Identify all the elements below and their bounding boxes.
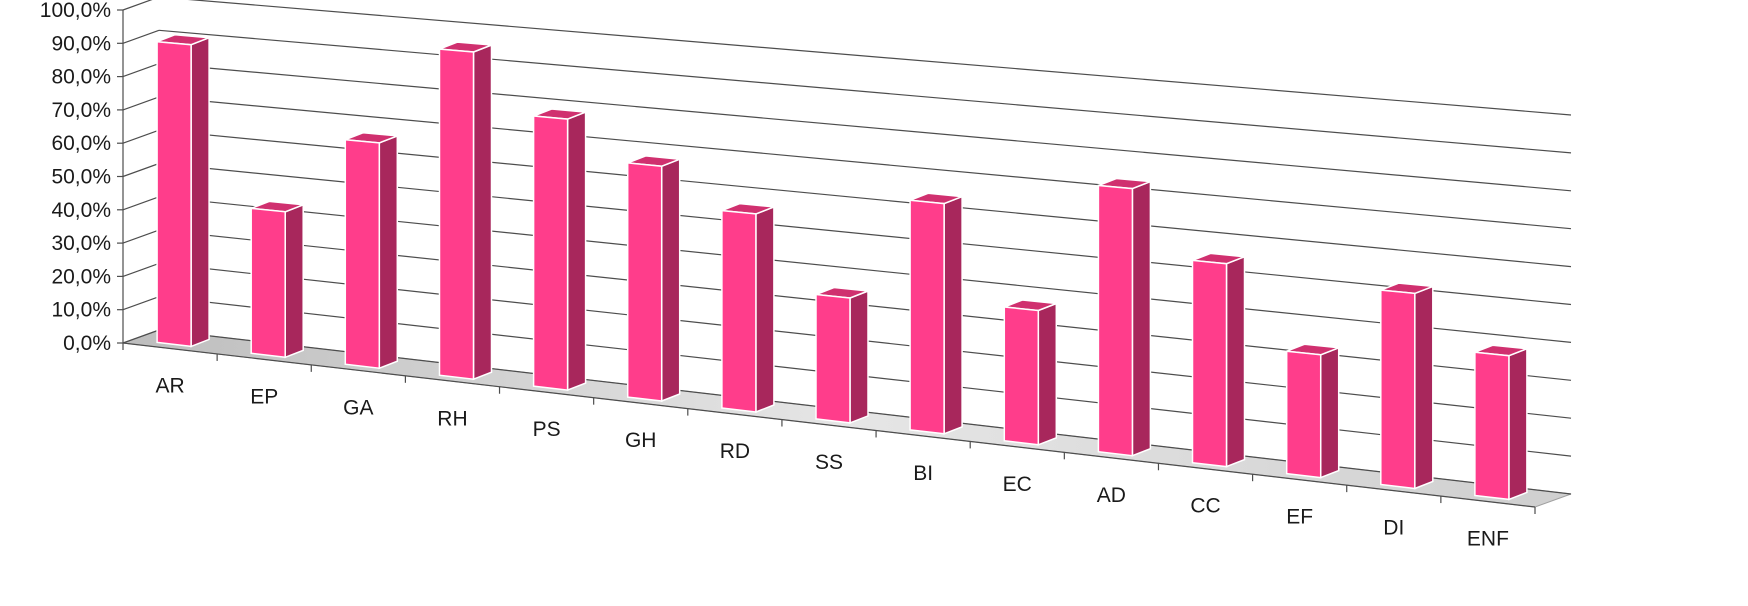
bar-side <box>755 205 775 414</box>
bar-side <box>849 289 869 424</box>
bar-ar <box>156 33 210 348</box>
bar-gh <box>626 155 681 403</box>
y-tick-label: 50,0% <box>51 166 111 189</box>
y-tick-label: 100,0% <box>40 0 111 22</box>
x-tick-label: EC <box>1003 473 1032 496</box>
y-tick-label: 90,0% <box>51 32 111 55</box>
bar-front <box>626 162 663 402</box>
y-tick-label: 40,0% <box>51 199 111 222</box>
gridline-connector <box>122 162 160 178</box>
gridline <box>187 0 1572 116</box>
x-tick-label: SS <box>815 451 843 474</box>
bar-side <box>1414 285 1434 490</box>
gridline-connector <box>122 196 160 211</box>
gridline-connector <box>122 96 160 111</box>
y-tick-label: 30,0% <box>51 232 111 255</box>
bar-front <box>1097 184 1134 457</box>
bar-side <box>472 43 493 381</box>
gridline-connector <box>122 262 160 277</box>
gridline-connector <box>122 29 160 44</box>
bar-rh <box>438 41 493 381</box>
y-tick-label: 0,0% <box>63 332 111 355</box>
y-axis: 0,0% 10,0% 20,0% 30,0% 40,0% 50,0% 60,0% 70,0% 8… <box>40 0 124 355</box>
bar-ec <box>1003 299 1058 446</box>
bar-front <box>532 115 569 391</box>
y-tick-label: 10,0% <box>51 299 111 322</box>
bar-rd <box>721 202 775 414</box>
x-tick-label: CC <box>1190 495 1220 518</box>
x-tick-label: EF <box>1286 506 1313 529</box>
bar-side <box>1131 180 1152 457</box>
x-tick-label: AR <box>155 374 184 397</box>
bar-front <box>1285 350 1322 479</box>
x-tick-label: RD <box>720 440 750 463</box>
bar-side <box>284 203 304 359</box>
bar-ps <box>532 108 587 392</box>
bar-front <box>1003 306 1040 446</box>
bar-ss <box>815 286 869 424</box>
bar-side <box>378 134 399 370</box>
bar-cc <box>1191 252 1246 468</box>
bar-front <box>438 48 475 381</box>
bar-ep <box>250 200 304 359</box>
bar-front <box>344 138 381 370</box>
bar-front <box>815 293 851 424</box>
gridline <box>158 63 1572 192</box>
bar-di <box>1380 282 1434 490</box>
bar-side <box>943 195 963 435</box>
bar-ad <box>1097 177 1152 457</box>
bar-side <box>1037 302 1058 446</box>
bar-side <box>660 158 681 403</box>
bar-front <box>250 207 286 359</box>
x-tick-label: AD <box>1097 484 1126 507</box>
bar-bi <box>909 192 963 435</box>
y-tick-label: 70,0% <box>51 99 111 122</box>
y-tick-label: 60,0% <box>51 132 111 155</box>
bar-front <box>909 199 945 435</box>
x-tick-label: GH <box>625 429 657 452</box>
bar-side <box>1319 346 1340 479</box>
bar-side <box>1508 347 1528 501</box>
x-tick-label: PS <box>533 418 561 441</box>
bar-ef <box>1285 343 1340 479</box>
x-tick-label: EP <box>250 385 278 408</box>
x-tick-label: RH <box>437 407 467 430</box>
bar-front <box>1380 289 1416 490</box>
x-axis-line <box>122 342 1536 508</box>
bars <box>156 33 1528 501</box>
gridline <box>158 96 1572 230</box>
bar-side <box>566 111 587 392</box>
x-tick-label: BI <box>913 462 933 485</box>
bar-side <box>1225 255 1246 468</box>
x-tick-label: GA <box>343 396 373 419</box>
gridline-connector <box>122 0 153 11</box>
x-axis: AR EP GA RH PS GH RD SS BI EC AD CC EF DI ENF <box>122 342 1536 551</box>
gridline-connector <box>122 296 160 311</box>
bar-front <box>721 209 757 413</box>
bar-enf <box>1474 344 1528 501</box>
gridline <box>158 29 1572 154</box>
x-tick-label: ENF <box>1467 528 1509 551</box>
bar-side <box>190 36 210 348</box>
x-tick-label: DI <box>1383 517 1404 540</box>
y-tick-label: 20,0% <box>51 265 111 288</box>
y-tick-label: 80,0% <box>51 66 111 89</box>
gridline-connector <box>122 63 160 78</box>
bar-ga <box>344 131 399 370</box>
gridline-connector <box>122 229 160 244</box>
gridline-connector <box>122 129 160 144</box>
bar-front <box>1191 259 1228 468</box>
gridline-connector <box>122 329 160 344</box>
bar-front <box>156 40 192 348</box>
bar-front <box>1474 351 1510 501</box>
